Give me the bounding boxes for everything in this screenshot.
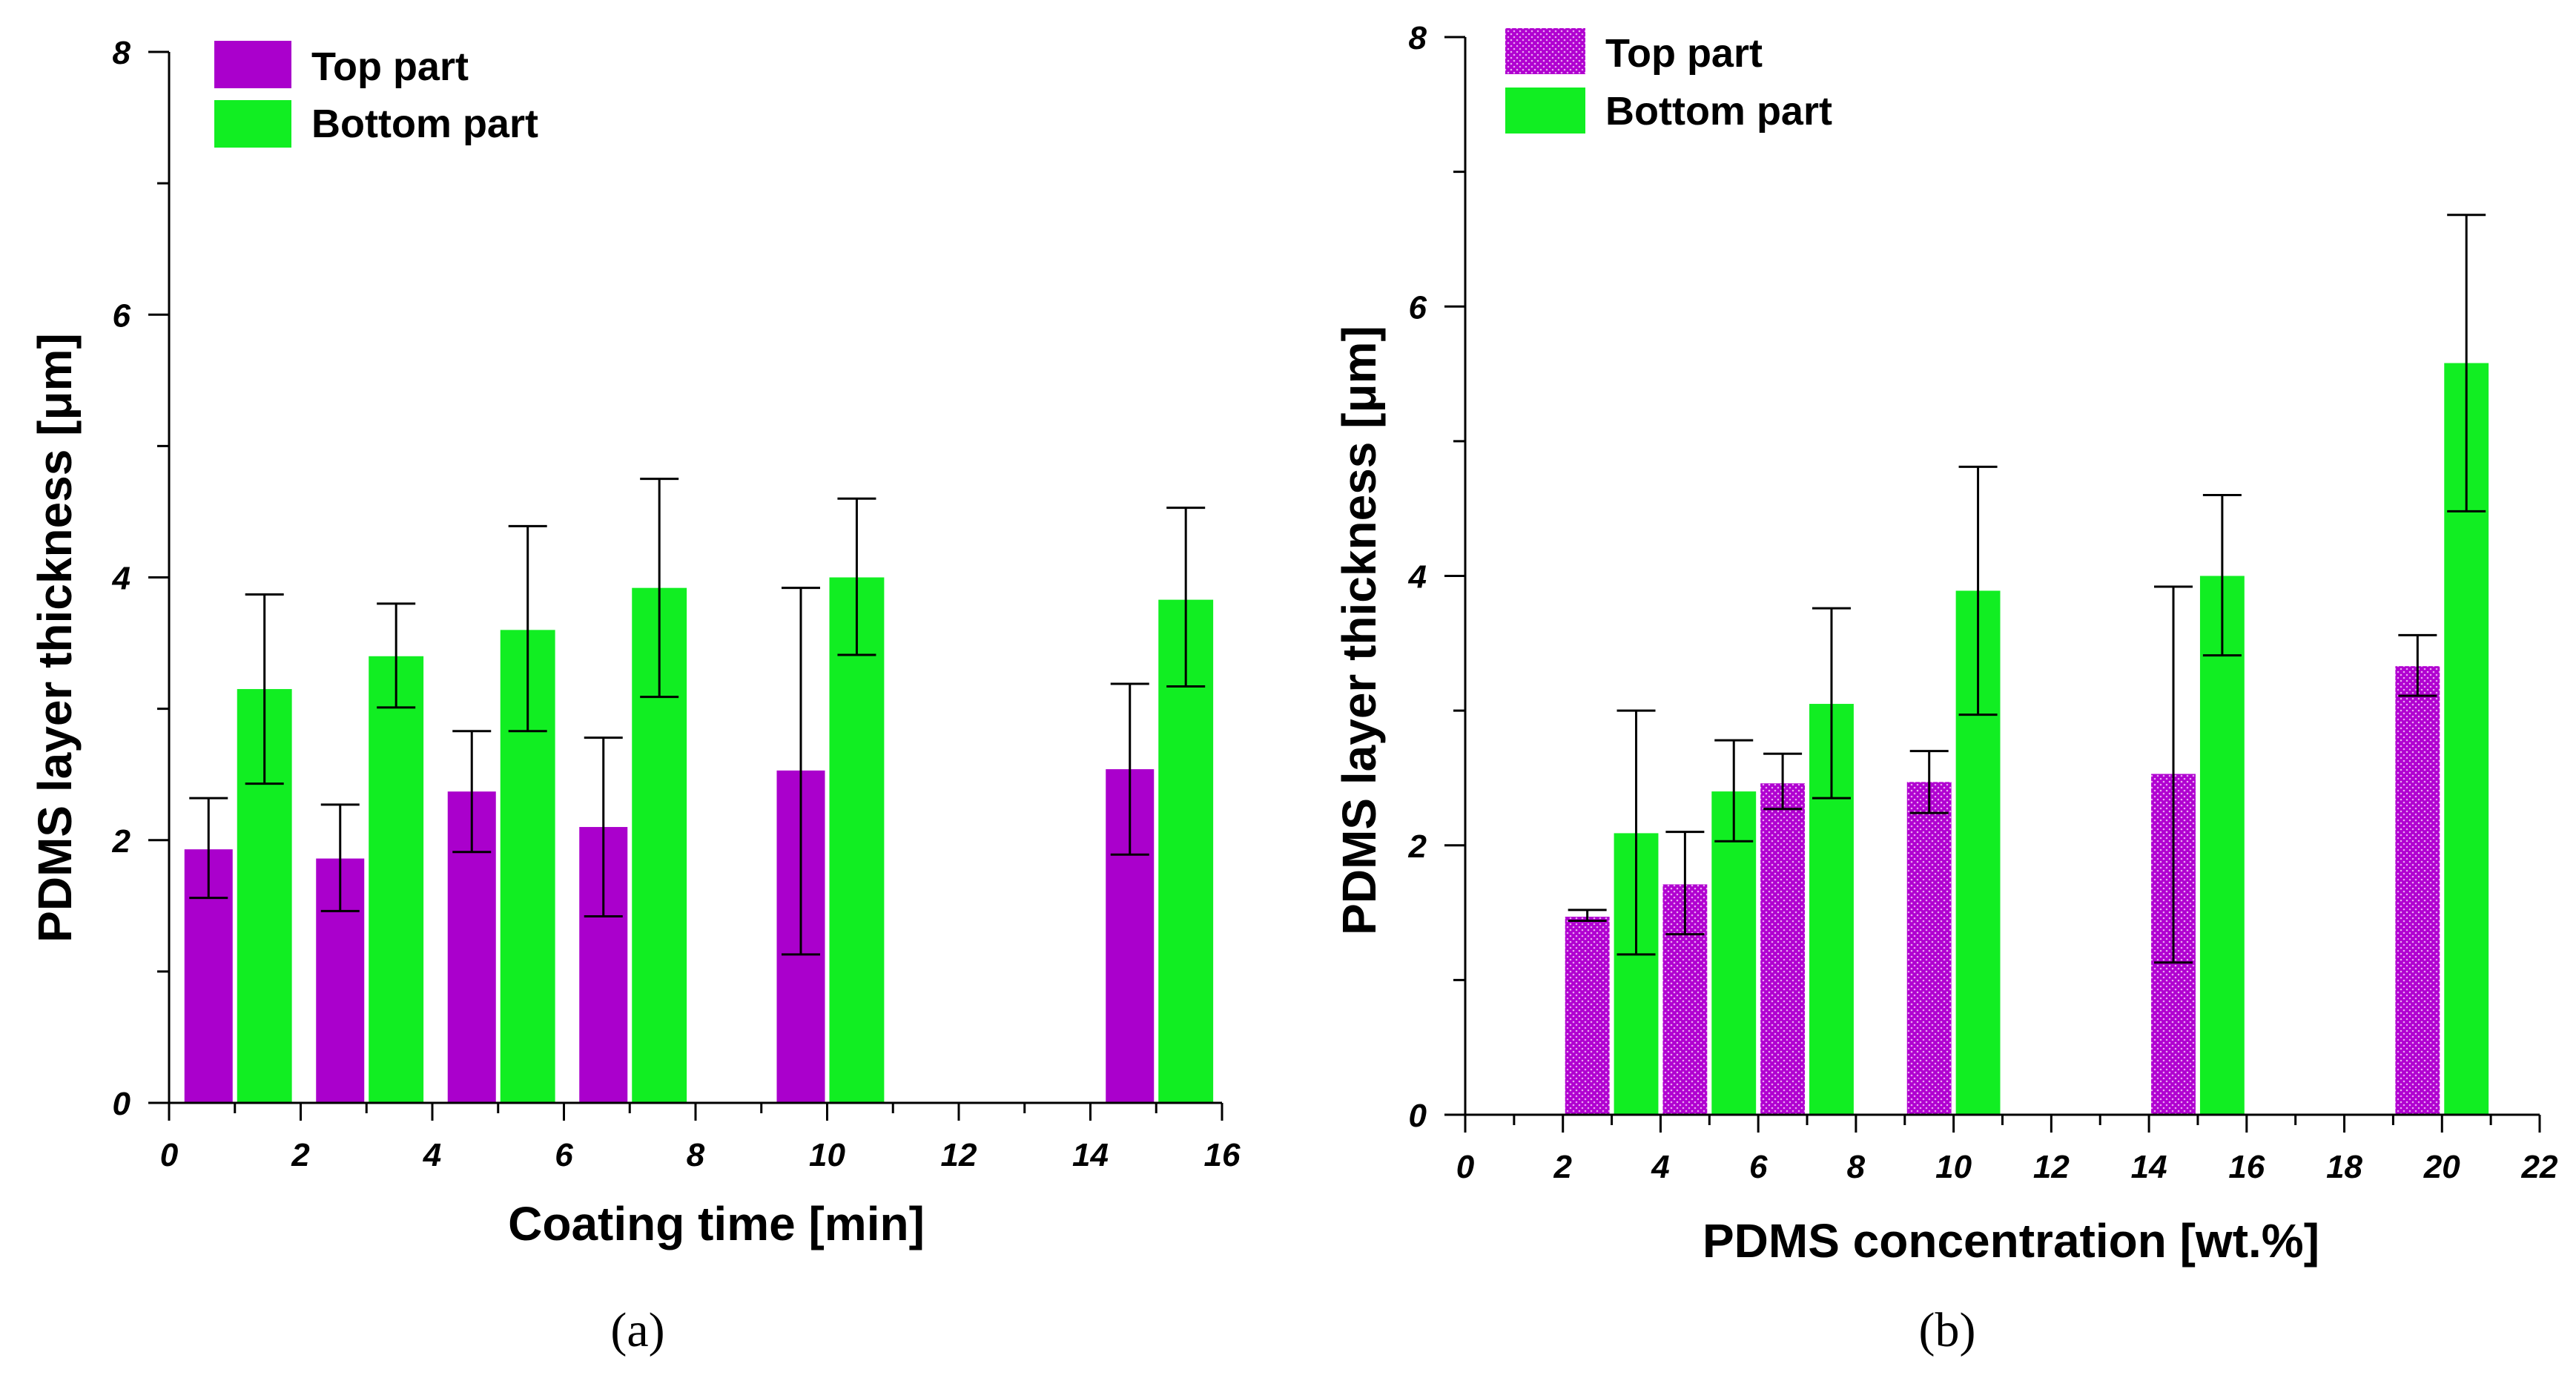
bars-bottom-part-b [1614,363,2489,1115]
axes-a [148,50,1223,1121]
x-tick-label-a-2: 4 [423,1137,441,1173]
x-tick-label-b-11: 22 [2521,1149,2558,1185]
y-tick-label-b-4: 8 [1409,20,1427,56]
x-tick-label-a-0: 0 [160,1137,179,1173]
error-bars-a [189,478,1206,956]
panel-label-a: (a) [610,1303,664,1357]
error-bar-bottom-part-b-4 [2202,494,2242,657]
x-tick-label-b-3: 6 [1749,1149,1768,1185]
error-bar-bottom-part-a-1 [377,602,416,709]
legend-swatch-bottom-a [214,100,291,148]
y-tick-label-a-2: 4 [112,561,131,597]
error-bar-top-part-a-0 [189,797,228,900]
bars-bottom-part-a [237,577,1214,1103]
x-tick-label-a-4: 8 [687,1137,705,1173]
bar-top-part-b-5 [2395,666,2440,1115]
chart-panel-b: 0 2 4 6 8 10 12 14 16 18 20 22 0 2 4 6 8 PDMS concentra… [1332,20,2558,1357]
x-tick-label-b-8: 16 [2228,1149,2265,1185]
y-tick-labels-a: 0 2 4 6 8 [112,35,131,1122]
y-tick-label-b-0: 0 [1409,1098,1427,1134]
bar-top-part-b-2 [1760,783,1806,1115]
bar-bottom-part-b-4 [2199,576,2245,1115]
x-tick-label-b-0: 0 [1456,1149,1475,1185]
error-bar-bottom-part-a-4 [837,497,876,656]
legend-label-top-a: Top part [311,45,469,89]
error-bar-bottom-part-b-3 [1958,465,1998,716]
error-bar-bottom-part-a-5 [1166,507,1206,688]
x-tick-label-a-5: 10 [809,1137,845,1173]
x-tick-label-a-8: 16 [1204,1137,1241,1173]
bar-bottom-part-b-1 [1711,791,1757,1115]
legend-label-bottom-a: Bottom part [311,102,538,146]
x-tick-label-b-2: 4 [1651,1149,1669,1185]
error-bar-top-part-a-1 [320,803,360,912]
x-tick-label-a-6: 12 [941,1137,977,1173]
error-bar-bottom-part-b-1 [1714,739,1754,843]
axes-b [1444,36,2541,1133]
error-bar-bottom-part-b-5 [2447,214,2486,512]
legend-swatch-top-a [214,41,291,88]
bar-bottom-part-a-4 [829,577,885,1103]
error-bar-top-part-b-2 [1763,752,1803,811]
bar-top-part-b-3 [1906,782,1952,1115]
error-bar-top-part-b-3 [1909,750,1949,814]
bar-top-part-b-0 [1565,917,1610,1115]
error-bar-top-part-a-4 [782,587,820,956]
x-axis-title-a: Coating time [min] [508,1197,925,1250]
legend-b: Top part Bottom part [1505,28,1832,134]
bar-bottom-part-a-1 [369,656,424,1103]
error-bar-bottom-part-b-0 [1616,709,1656,956]
error-bar-top-part-b-4 [2154,585,2193,964]
y-tick-label-a-0: 0 [113,1086,131,1122]
y-tick-labels-b: 0 2 4 6 8 [1408,20,1427,1134]
x-tick-label-a-1: 2 [291,1137,310,1173]
error-bar-bottom-part-b-2 [1812,607,1851,800]
legend-swatch-bottom-b [1505,88,1585,134]
x-tick-label-b-10: 20 [2423,1149,2460,1185]
y-tick-label-a-4: 8 [113,35,131,71]
y-axis-title-b: PDMS layer thickness [μm] [1332,326,1386,935]
error-bar-bottom-part-a-3 [640,478,679,699]
y-tick-label-a-1: 2 [112,823,131,860]
x-tick-label-a-7: 14 [1072,1137,1109,1173]
y-tick-label-b-2: 4 [1408,559,1427,596]
y-tick-label-b-3: 6 [1409,289,1427,326]
x-axis-title-b: PDMS concentration [wt.%] [1703,1214,2319,1268]
panel-label-b: (b) [1919,1303,1976,1357]
x-tick-labels-b: 0 2 4 6 8 10 12 14 16 18 20 22 [1456,1149,2558,1185]
legend-a: Top part Bottom part [214,41,538,148]
error-bar-top-part-b-5 [2398,633,2437,697]
y-tick-label-a-3: 6 [113,297,131,334]
x-tick-label-b-6: 12 [2033,1149,2070,1185]
x-tick-label-b-9: 18 [2326,1149,2362,1185]
y-tick-label-b-1: 2 [1408,828,1427,865]
legend-label-bottom-b: Bottom part [1605,89,1832,134]
legend-label-top-b: Top part [1605,31,1763,76]
x-tick-label-b-7: 14 [2131,1149,2167,1185]
error-bar-top-part-b-0 [1568,909,1607,922]
x-tick-label-a-3: 6 [555,1137,573,1173]
bars-top-part-b [1565,666,2440,1115]
error-bar-top-part-a-5 [1110,682,1149,856]
error-bar-bottom-part-a-2 [508,524,547,733]
error-bar-top-part-a-3 [584,736,623,917]
y-axis-title-a: PDMS layer thickness [μm] [28,333,82,943]
error-bars-b [1568,214,2486,964]
x-tick-label-b-1: 2 [1553,1149,1572,1185]
legend-swatch-top-b [1505,28,1585,74]
error-bar-top-part-a-2 [452,730,492,854]
x-tick-labels-a: 0 2 4 6 8 10 12 14 16 [160,1137,1241,1173]
error-bar-bottom-part-a-0 [245,593,284,785]
x-tick-label-b-4: 8 [1847,1149,1866,1185]
chart-panel-a: 0 2 4 6 8 10 12 14 16 0 2 4 6 8 Coating time [min] P… [28,35,1241,1357]
x-tick-label-b-5: 10 [1935,1149,1972,1185]
error-bar-top-part-b-1 [1665,831,1705,936]
